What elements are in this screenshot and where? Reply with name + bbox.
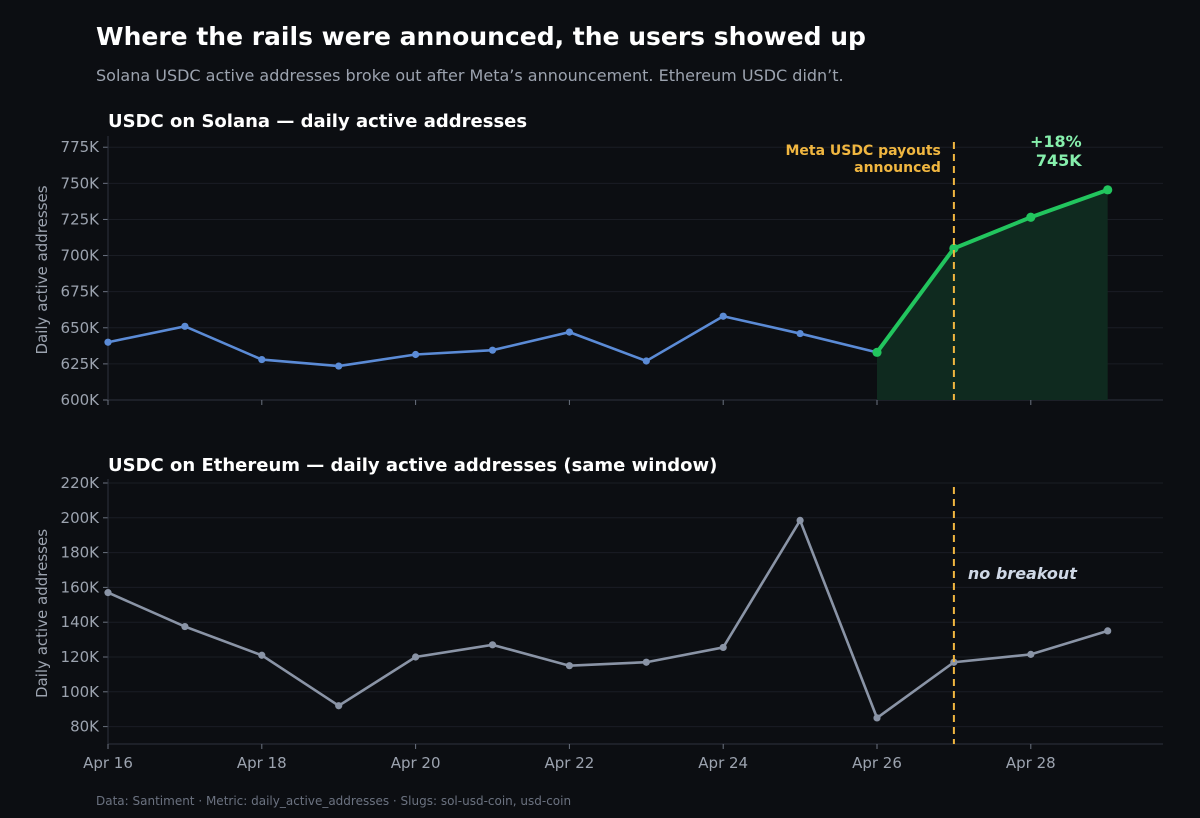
x-tick-label: Apr 22	[544, 754, 594, 772]
breakout-area	[877, 189, 1108, 400]
solana-line-post	[875, 187, 1109, 354]
ethereum-data-point	[335, 702, 343, 710]
y-tick-label: 650K	[61, 319, 101, 337]
solana-panel: USDC on Solana — daily active addresses 6…	[33, 111, 1163, 409]
ethereum-data-point	[488, 641, 497, 649]
solana-data-point	[642, 357, 650, 365]
ethereum-data-point	[258, 651, 266, 659]
ethereum-data-point	[950, 658, 958, 666]
ethereum-data-point	[642, 658, 650, 666]
solana-data-point	[796, 329, 804, 338]
ethereum-data-point	[104, 589, 112, 597]
y-tick-label: 625K	[61, 355, 101, 373]
ethereum-data-point	[1027, 650, 1035, 658]
solana-data-point	[1103, 185, 1113, 195]
x-tick-label: Apr 28	[1006, 754, 1056, 772]
x-tick-label: Apr 16	[83, 754, 133, 772]
event-label: Meta USDC payouts	[785, 143, 940, 159]
y-axis-label: Daily active addresses	[33, 529, 51, 698]
x-tick-label: Apr 20	[391, 754, 441, 772]
solana-data-point	[181, 322, 189, 330]
x-tick-label: Apr 18	[237, 754, 287, 772]
y-tick-label: 120K	[61, 648, 101, 666]
ethereum-data-point	[412, 653, 420, 661]
y-tick-label: 725K	[61, 210, 101, 228]
y-tick-label: 100K	[61, 683, 101, 701]
x-tick-label: Apr 26	[852, 754, 902, 772]
y-tick-label: 80K	[70, 718, 100, 736]
solana-data-point	[104, 338, 112, 346]
change-callout: +18%	[1030, 132, 1082, 151]
last-value-callout: 745K	[1036, 151, 1082, 170]
solana-data-point	[258, 355, 266, 364]
event-label: announced	[854, 160, 941, 176]
solana-data-point	[565, 328, 574, 336]
y-tick-label: 140K	[61, 613, 101, 631]
solana-data-point	[335, 362, 343, 370]
y-tick-label: 160K	[61, 578, 101, 596]
y-tick-label: 220K	[61, 474, 101, 492]
y-tick-label: 675K	[61, 283, 101, 301]
solana-data-point	[412, 350, 420, 359]
y-axis-label: Daily active addresses	[33, 185, 51, 354]
ethereum-data-point	[565, 662, 574, 670]
no-breakout-note: no breakout	[968, 564, 1078, 583]
y-tick-label: 700K	[61, 247, 101, 265]
page-title: Where the rails were announced, the user…	[96, 22, 866, 51]
y-tick-label: 200K	[61, 509, 101, 527]
ethereum-panel: USDC on Ethereum — daily active addresse…	[33, 455, 1163, 772]
ethereum-data-point	[796, 516, 804, 525]
panel-title: USDC on Solana — daily active addresses	[108, 111, 527, 132]
y-tick-label: 600K	[61, 391, 101, 409]
ethereum-data-point	[873, 714, 881, 722]
ethereum-data-point	[719, 643, 727, 652]
ethereum-data-point	[1104, 627, 1112, 635]
solana-line-pre	[107, 314, 878, 368]
solana-data-point	[872, 347, 882, 357]
y-tick-label: 775K	[61, 138, 101, 156]
ethereum-line	[107, 517, 1109, 720]
y-tick-label: 180K	[61, 544, 101, 562]
solana-data-point	[488, 346, 497, 354]
x-tick-label: Apr 24	[698, 754, 748, 772]
solana-data-point	[1026, 212, 1036, 222]
ethereum-data-point	[181, 622, 189, 631]
panel-title: USDC on Ethereum — daily active addresse…	[108, 455, 717, 476]
y-tick-label: 750K	[61, 174, 101, 192]
source-footer: Data: Santiment · Metric: daily_active_a…	[96, 794, 572, 808]
solana-data-point	[949, 243, 959, 253]
solana-data-point	[719, 312, 727, 320]
page-subtitle: Solana USDC active addresses broke out a…	[96, 66, 844, 85]
